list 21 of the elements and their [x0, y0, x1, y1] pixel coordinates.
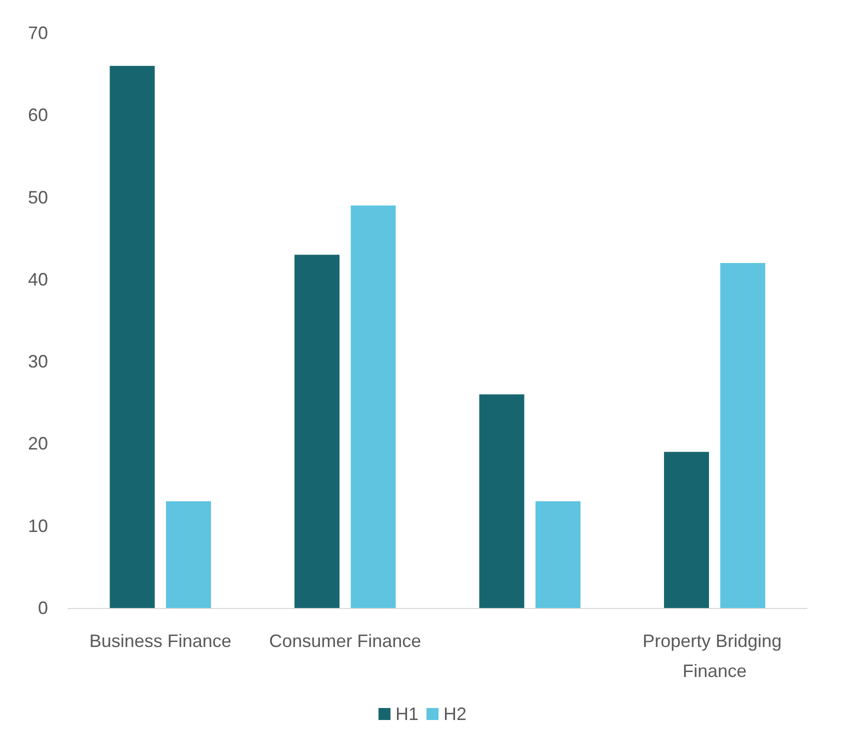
bar [479, 394, 524, 608]
bar [350, 206, 396, 608]
bar [294, 254, 340, 608]
bar [664, 452, 709, 608]
bar [720, 263, 766, 608]
x-tick-label: Property Bridging Finance [642, 631, 787, 681]
bar [166, 501, 211, 608]
legend-label: H2 [444, 704, 467, 724]
y-tick-label: 70 [28, 23, 48, 43]
bar [536, 501, 580, 608]
x-tick-label: Consumer Finance [269, 631, 422, 651]
y-tick-label: 60 [28, 105, 48, 126]
y-tick-label: 10 [28, 516, 48, 536]
y-tick-label: 30 [28, 352, 48, 372]
legend-label: H1 [395, 704, 419, 724]
y-tick-label: 40 [28, 269, 48, 290]
y-tick-label: 50 [28, 187, 48, 208]
y-tick-label: 20 [28, 434, 48, 454]
y-tick-label: 0 [38, 598, 48, 618]
bar [110, 66, 155, 608]
x-tick-label: Business Finance [89, 631, 232, 651]
